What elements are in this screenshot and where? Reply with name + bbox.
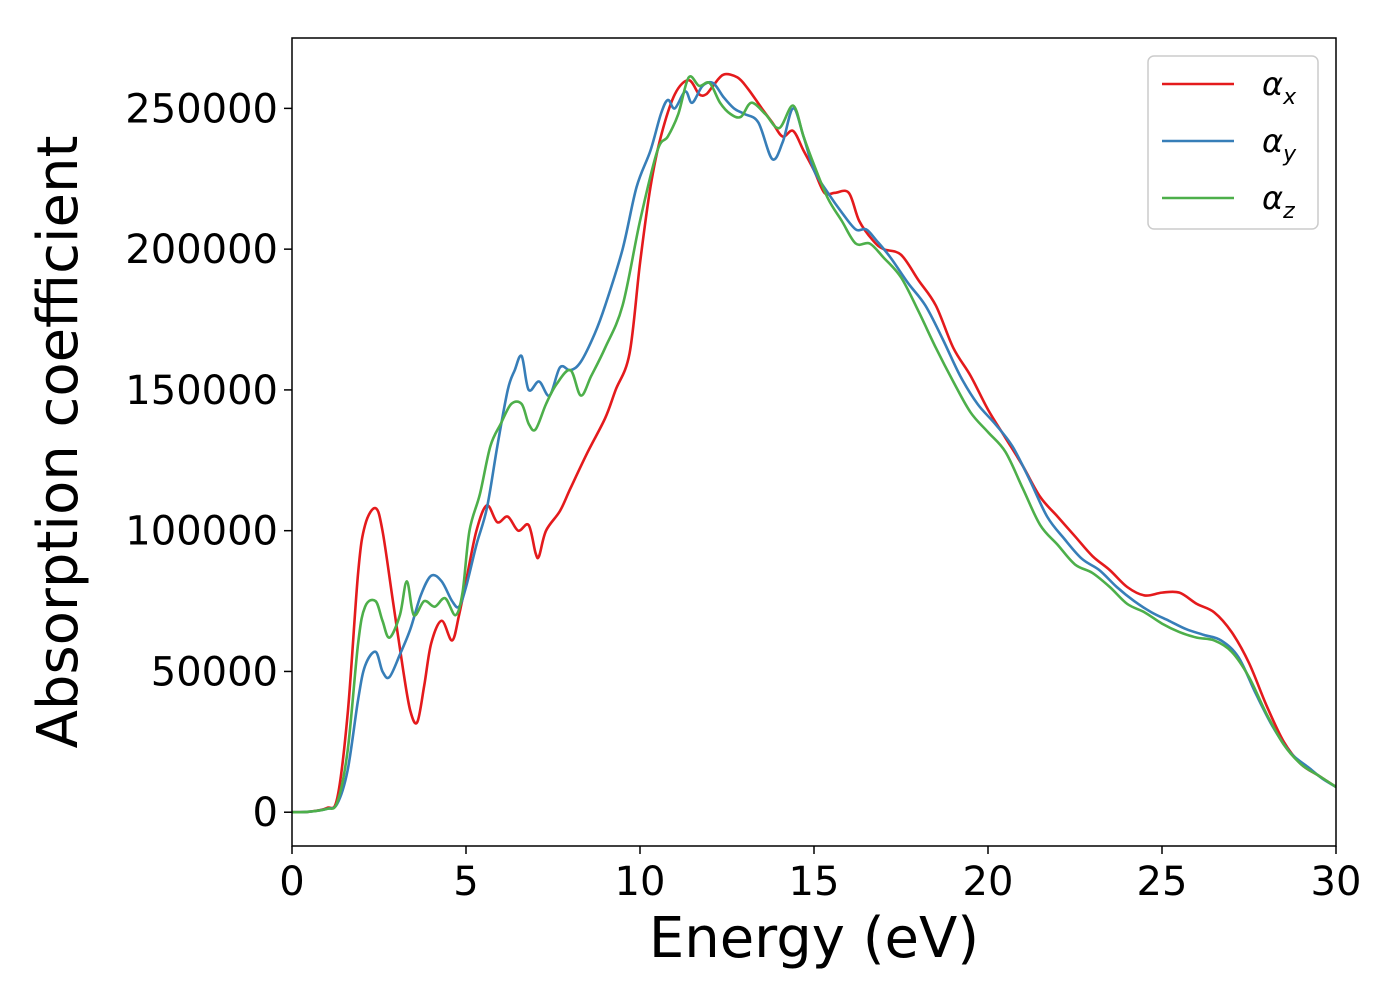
x-tick-label: 15 [789,859,840,905]
legend-label-alpha-x: αx [1262,65,1297,110]
y-tick-label: 50000 [151,649,278,695]
legend-label-alpha-y: αy [1262,122,1297,167]
y-tick-label: 0 [253,790,278,836]
legend-label-symbol: α [1262,65,1283,103]
x-tick-label: 0 [279,859,304,905]
legend-label-subscript: x [1282,85,1297,110]
series-line-alpha-y [292,80,1336,814]
y-axis-ticks: 0 50000 100000 150000 200000 250000 [125,86,292,836]
y-tick-label: 250000 [125,86,278,132]
series-line-alpha-z [292,75,1336,814]
legend-label-symbol: α [1262,122,1283,160]
legend-box [1147,55,1319,230]
legend-label-subscript: y [1282,142,1297,167]
legend-label-subscript: z [1282,199,1295,224]
x-tick-label: 20 [963,859,1014,905]
x-axis-ticks: 0 5 10 15 20 25 30 [279,846,1361,905]
y-axis-title: Absorption coefficient [26,136,91,749]
y-tick-label: 100000 [125,509,278,555]
x-tick-label: 10 [615,859,666,905]
series-line-alpha-x [292,72,1336,814]
y-tick-label: 200000 [125,227,278,273]
x-axis-title: Energy (eV) [649,906,979,971]
x-tick-label: 30 [1311,859,1362,905]
series-layer [292,72,1336,814]
legend-label-symbol: α [1262,179,1283,217]
legend-label-alpha-z: αz [1262,179,1295,224]
y-tick-label: 150000 [125,368,278,414]
x-tick-label: 5 [453,859,478,905]
x-tick-label: 25 [1137,859,1188,905]
